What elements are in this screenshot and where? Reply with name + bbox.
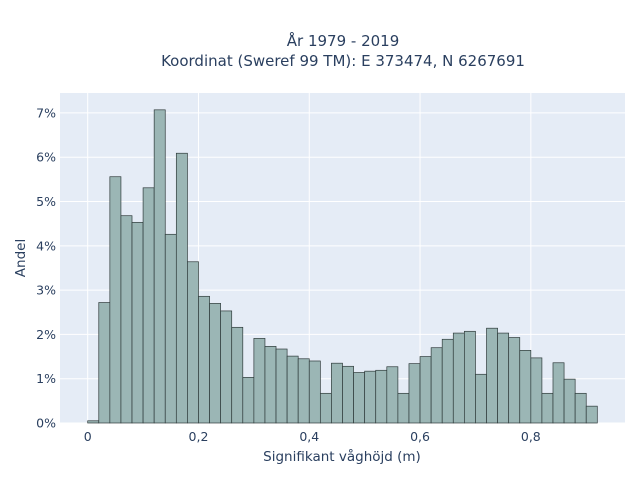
histogram-bar (187, 261, 199, 424)
histogram-bar (353, 372, 366, 424)
histogram-bar (563, 378, 576, 424)
histogram-bar (541, 392, 554, 424)
histogram-bar (198, 295, 210, 424)
histogram-bar (242, 377, 255, 424)
histogram-bar (408, 363, 421, 424)
x-tick-label: 0,6 (410, 429, 430, 444)
histogram-bar (142, 187, 155, 424)
histogram-bar (153, 109, 166, 424)
histogram-bar (253, 338, 266, 424)
histogram-bars (87, 109, 598, 424)
histogram-bar (297, 358, 310, 424)
chart-title-line-1: År 1979 - 2019 (287, 31, 400, 50)
histogram-bar (486, 327, 498, 424)
y-tick-label: 5% (36, 194, 56, 209)
histogram-bar (175, 152, 188, 424)
histogram-bar (98, 302, 111, 424)
x-tick-label: 0,2 (189, 429, 209, 444)
y-tick-label: 1% (36, 371, 56, 386)
histogram-bar (574, 392, 587, 424)
histogram-bar (508, 337, 521, 424)
histogram-bar (452, 332, 465, 424)
histogram-bar (519, 350, 532, 424)
chart-title-line-2: Koordinat (Sweref 99 TM): E 373474, N 62… (161, 52, 525, 70)
histogram-bar (231, 326, 244, 424)
y-tick-label: 4% (36, 238, 56, 253)
histogram-bar (286, 355, 299, 424)
y-tick-label: 3% (36, 283, 56, 298)
histogram-bar (120, 215, 133, 424)
histogram-bar (308, 360, 321, 424)
histogram-bar (419, 356, 432, 424)
histogram-bar (441, 338, 454, 424)
x-tick-label: 0,8 (521, 429, 541, 444)
histogram-bar (342, 365, 354, 424)
histogram-bar (331, 362, 343, 424)
x-axis-title: Signifikant våghöjd (m) (263, 448, 421, 465)
x-tick-label: 0,4 (299, 429, 319, 444)
histogram-bar (87, 420, 100, 424)
axis-ticks: 0 0,2 0,4 0,6 0,8 0% 1% 2% 3% 4% 5% 6% 7% (36, 105, 541, 444)
histogram-bar (552, 362, 565, 424)
histogram-bar (585, 405, 598, 424)
x-tick-label: 0 (84, 429, 92, 444)
histogram-bar (264, 346, 277, 424)
histogram-bar (475, 373, 487, 424)
y-axis-title: Andel (13, 239, 29, 277)
y-tick-label: 6% (36, 150, 56, 165)
histogram-bar (131, 221, 144, 424)
histogram-bar (220, 310, 233, 424)
histogram-bar (497, 332, 510, 424)
histogram-bar (386, 366, 399, 424)
histogram-bar (109, 176, 122, 424)
histogram-bar (364, 370, 377, 424)
histogram-bar (319, 392, 332, 424)
y-tick-label: 2% (36, 327, 56, 342)
histogram-bar (397, 392, 410, 424)
histogram-bar (375, 369, 388, 424)
histogram-bar (530, 357, 543, 424)
histogram-bar (464, 330, 476, 424)
histogram-bar (275, 348, 288, 424)
histogram-bar (209, 303, 221, 424)
histogram-bar (430, 347, 443, 424)
y-tick-label: 7% (36, 105, 56, 120)
y-tick-label: 0% (36, 416, 56, 431)
histogram-bar (164, 233, 177, 424)
